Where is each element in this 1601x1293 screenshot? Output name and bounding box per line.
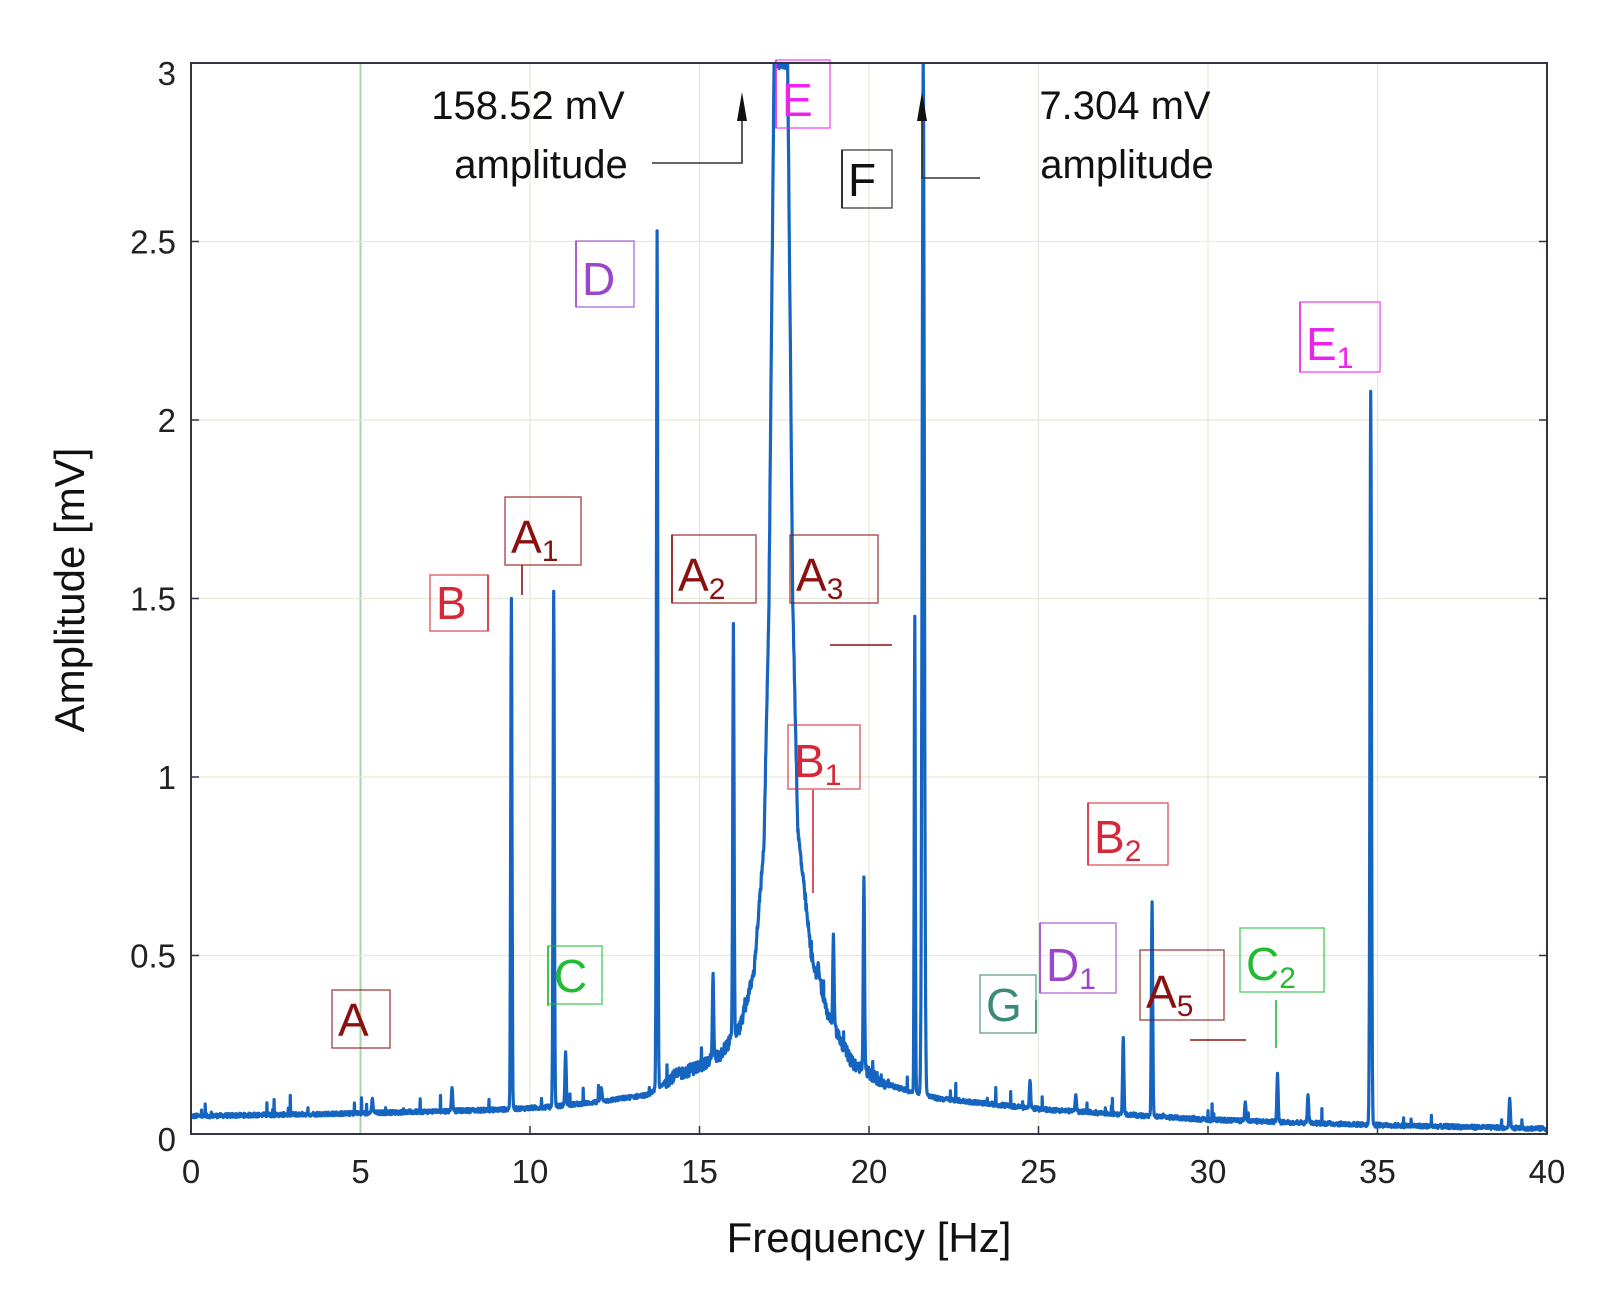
annotation-peak-f-line2: amplitude <box>1040 143 1213 187</box>
x-tick-label: 20 <box>851 1153 888 1190</box>
y-tick-label: 2 <box>158 402 176 439</box>
peak-label-g: G <box>979 974 1037 1034</box>
peak-label-text: D <box>582 253 615 305</box>
annotation-peak-f-line1: 7.304 mV <box>1039 84 1211 128</box>
peak-label-text: E1 <box>1306 318 1353 375</box>
x-tick-label: 30 <box>1190 1153 1227 1190</box>
annotation-leaders <box>652 92 980 179</box>
y-axis-title: Amplitude [mV] <box>46 448 93 733</box>
peak-label-c: C <box>547 945 603 1006</box>
peak-label-box <box>789 534 879 604</box>
peak-label-text: G <box>986 979 1022 1031</box>
peak-label-box <box>1239 927 1325 993</box>
peak-label-text: A <box>338 994 369 1046</box>
peak-label-e: E <box>775 59 831 129</box>
x-tick-label: 35 <box>1359 1153 1396 1190</box>
series-area <box>191 63 1547 1133</box>
y-tick-label: 1 <box>158 759 176 796</box>
peak-label-a3: A3 <box>789 534 892 646</box>
peak-label-text: B1 <box>794 735 841 792</box>
peak-label-box <box>331 989 391 1049</box>
peak-label-text: C <box>554 950 587 1002</box>
annotation-peak-e-leader <box>652 103 743 164</box>
peak-label-text: B <box>436 577 467 629</box>
x-tick-label: 5 <box>351 1153 369 1190</box>
tick-labels: 0 5 10 15 20 25 30 35 40 0 0.5 1 1.5 2 2.5 3 <box>130 55 1565 1190</box>
y-tick-label: 0.5 <box>130 938 176 975</box>
peak-label-f: F <box>841 149 893 209</box>
y-tick-label: 1.5 <box>130 581 176 618</box>
x-tick-label: 0 <box>182 1153 200 1190</box>
peak-label-text: F <box>848 154 876 206</box>
y-tick-label: 0 <box>158 1121 176 1158</box>
annotation-peak-e-arrow-icon <box>737 92 747 121</box>
peak-label-e1: E1 <box>1299 301 1381 375</box>
y-tick-label: 2.5 <box>130 224 176 261</box>
x-tick-label: 40 <box>1529 1153 1566 1190</box>
x-tick-label: 25 <box>1020 1153 1057 1190</box>
peak-label-box <box>1139 949 1225 1021</box>
plot-frame <box>190 62 1548 1135</box>
peak-label-text: E <box>782 74 813 126</box>
y-tick-label: 3 <box>158 55 176 92</box>
peak-label-d: D <box>575 240 635 308</box>
peak-label-b: B <box>429 574 489 632</box>
peak-label-b1: B1 <box>787 724 861 893</box>
amplitude-spectrum-line <box>191 63 1547 1133</box>
annotation-peak-e-line2: amplitude <box>454 143 627 187</box>
peak-label-box <box>504 496 582 566</box>
x-tick-label: 10 <box>512 1153 549 1190</box>
x-axis-title: Frequency [Hz] <box>727 1214 1012 1261</box>
annotation-peak-f-arrow-icon <box>917 92 927 121</box>
peak-label-a: A <box>331 989 391 1049</box>
x-tick-label: 15 <box>681 1153 718 1190</box>
annotation-peak-f-leader <box>921 103 980 179</box>
peak-label-box <box>787 724 861 790</box>
annotation-peak-e-line1: 158.52 mV <box>431 84 625 128</box>
